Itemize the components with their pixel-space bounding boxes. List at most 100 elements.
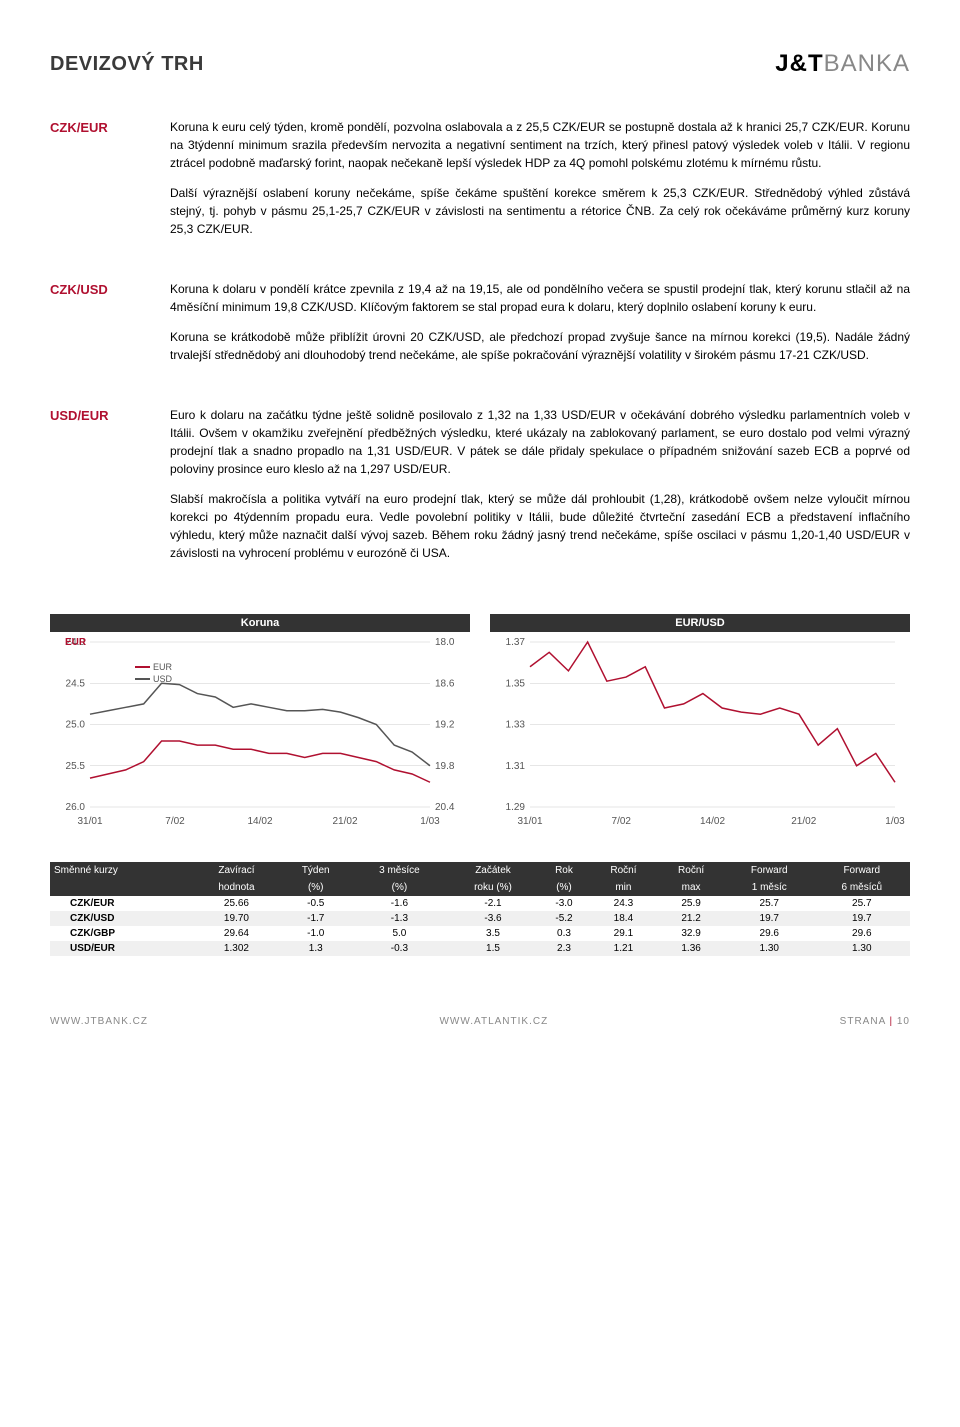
table-cell: 29.6 xyxy=(814,926,910,941)
table-header: roku (%) xyxy=(448,879,539,896)
table-header: (%) xyxy=(351,879,447,896)
table-row: CZK/GBP29.64-1.05.03.50.329.132.929.629.… xyxy=(50,926,910,941)
chart-koruna: Koruna 24.024.525.025.526.018.018.619.21… xyxy=(50,614,470,832)
table-header: 6 měsíců xyxy=(814,879,910,896)
svg-text:25.5: 25.5 xyxy=(66,761,86,772)
svg-text:7/02: 7/02 xyxy=(165,816,185,827)
table-row: CZK/EUR25.66-0.5-1.6-2.1-3.024.325.925.7… xyxy=(50,896,910,911)
charts-row: Koruna 24.024.525.025.526.018.018.619.21… xyxy=(50,614,910,832)
table-header: Roční xyxy=(657,862,725,879)
svg-text:1.37: 1.37 xyxy=(506,637,526,648)
table-cell: 29.64 xyxy=(193,926,281,941)
table-cell: 25.7 xyxy=(814,896,910,911)
table-cell: 19.70 xyxy=(193,911,281,926)
footer-center: WWW.ATLANTIK.CZ xyxy=(439,1016,548,1027)
svg-text:7/02: 7/02 xyxy=(612,816,632,827)
table-row: CZK/USD19.70-1.7-1.3-3.6-5.218.421.219.7… xyxy=(50,911,910,926)
svg-text:14/02: 14/02 xyxy=(700,816,725,827)
svg-text:20.4: 20.4 xyxy=(435,802,455,813)
table-header: hodnota xyxy=(193,879,281,896)
paragraph: Euro k dolaru na začátku týdne ještě sol… xyxy=(170,406,910,478)
svg-text:1/03: 1/03 xyxy=(420,816,440,827)
table-header: Směnné kurzy xyxy=(50,862,193,879)
table-cell: 25.7 xyxy=(725,896,814,911)
svg-text:31/01: 31/01 xyxy=(517,816,542,827)
section-label: USD/EUR xyxy=(50,406,170,574)
section-label: CZK/EUR xyxy=(50,118,170,250)
table-header: min xyxy=(590,879,658,896)
logo-jt: J&T xyxy=(775,50,823,77)
table-cell: -5.2 xyxy=(538,911,589,926)
table-cell: -1.6 xyxy=(351,896,447,911)
svg-text:24.5: 24.5 xyxy=(66,678,86,689)
table-header: Forward xyxy=(814,862,910,879)
table-cell: -1.0 xyxy=(280,926,351,941)
table-cell: USD/EUR xyxy=(50,941,193,956)
table-cell: 0.3 xyxy=(538,926,589,941)
svg-text:18.6: 18.6 xyxy=(435,678,455,689)
section-body: Euro k dolaru na začátku týdne ještě sol… xyxy=(170,406,910,574)
page-title: DEVIZOVÝ TRH xyxy=(50,53,204,76)
table-header: Týden xyxy=(280,862,351,879)
table-cell: -3.6 xyxy=(448,911,539,926)
table-header: (%) xyxy=(538,879,589,896)
svg-text:19.8: 19.8 xyxy=(435,761,455,772)
table-cell: -3.0 xyxy=(538,896,589,911)
table-cell: 1.21 xyxy=(590,941,658,956)
logo: J&TBANKA xyxy=(775,50,910,78)
table-cell: 2.3 xyxy=(538,941,589,956)
table-cell: 1.5 xyxy=(448,941,539,956)
table-cell: 19.7 xyxy=(725,911,814,926)
table-cell: 19.7 xyxy=(814,911,910,926)
paragraph: Slabší makročísla a politika vytváří na … xyxy=(170,490,910,562)
svg-text:EUR: EUR xyxy=(65,637,87,648)
table-header: 3 měsíce xyxy=(351,862,447,879)
svg-text:1.31: 1.31 xyxy=(506,761,526,772)
svg-text:31/01: 31/01 xyxy=(77,816,102,827)
paragraph: Další výraznější oslabení koruny nečekám… xyxy=(170,184,910,238)
section: CZK/EURKoruna k euru celý týden, kromě p… xyxy=(50,118,910,250)
svg-text:18.0: 18.0 xyxy=(435,637,455,648)
section-body: Koruna k euru celý týden, kromě pondělí,… xyxy=(170,118,910,250)
table-cell: 1.302 xyxy=(193,941,281,956)
logo-banka: BANKA xyxy=(824,50,910,77)
table-header xyxy=(50,879,193,896)
footer: WWW.JTBANK.CZ WWW.ATLANTIK.CZ STRANA | 1… xyxy=(50,1016,910,1027)
svg-text:1/03: 1/03 xyxy=(885,816,905,827)
table-cell: -2.1 xyxy=(448,896,539,911)
table-cell: 25.66 xyxy=(193,896,281,911)
table-header: Zavírací xyxy=(193,862,281,879)
table-cell: CZK/GBP xyxy=(50,926,193,941)
table-header: 1 měsíc xyxy=(725,879,814,896)
svg-text:1.35: 1.35 xyxy=(506,678,526,689)
table-cell: 18.4 xyxy=(590,911,658,926)
table-cell: 1.36 xyxy=(657,941,725,956)
table-cell: 29.6 xyxy=(725,926,814,941)
svg-text:21/02: 21/02 xyxy=(791,816,816,827)
svg-text:EUR: EUR xyxy=(153,662,173,672)
footer-left: WWW.JTBANK.CZ xyxy=(50,1016,148,1027)
table-cell: -1.7 xyxy=(280,911,351,926)
svg-text:USD: USD xyxy=(153,674,173,684)
header: DEVIZOVÝ TRH J&TBANKA xyxy=(50,50,910,78)
table-cell: -1.3 xyxy=(351,911,447,926)
footer-page: STRANA | 10 xyxy=(840,1016,910,1027)
paragraph: Koruna k dolaru v pondělí krátce zpevnil… xyxy=(170,280,910,316)
svg-text:26.0: 26.0 xyxy=(66,802,86,813)
svg-text:21/02: 21/02 xyxy=(332,816,357,827)
table-header: Začátek xyxy=(448,862,539,879)
svg-text:1.33: 1.33 xyxy=(506,720,526,731)
table-cell: 29.1 xyxy=(590,926,658,941)
table-header: Forward xyxy=(725,862,814,879)
table-cell: CZK/USD xyxy=(50,911,193,926)
table-cell: 1.3 xyxy=(280,941,351,956)
table-header: (%) xyxy=(280,879,351,896)
section-body: Koruna k dolaru v pondělí krátce zpevnil… xyxy=(170,280,910,376)
fx-rates-table: Směnné kurzyZavíracíTýden3 měsíceZačátek… xyxy=(50,862,910,956)
table-cell: 1.30 xyxy=(814,941,910,956)
table-cell: 3.5 xyxy=(448,926,539,941)
svg-text:1.29: 1.29 xyxy=(506,802,526,813)
chart-eurusd: EUR/USD 1.371.351.331.311.2931/017/0214/… xyxy=(490,614,910,832)
section: CZK/USDKoruna k dolaru v pondělí krátce … xyxy=(50,280,910,376)
table-cell: 32.9 xyxy=(657,926,725,941)
